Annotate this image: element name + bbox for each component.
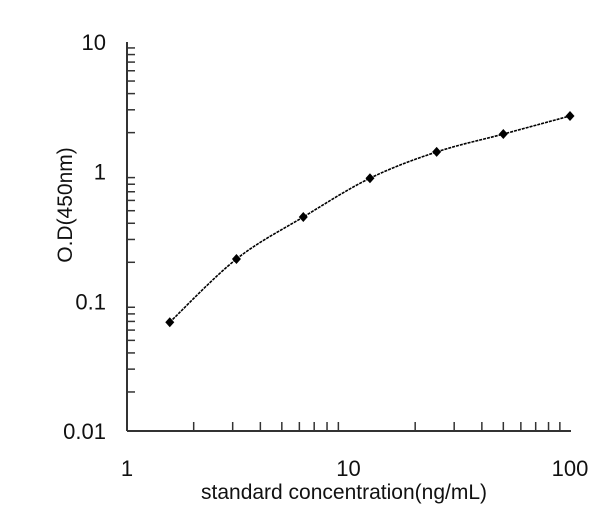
y-tick-label: 0.01 [63,419,106,444]
standard-curve-line [169,115,571,323]
x-tick-label: 100 [552,456,589,481]
data-point-markers [165,110,575,328]
data-point-diamond-icon [432,146,442,157]
y-axis-title: O.D(450nm) [54,147,77,263]
x-tick-label: 1 [121,456,133,481]
y-tick-label: 10 [82,30,106,55]
data-point-diamond-icon [165,317,175,328]
x-tick-label: 10 [336,456,360,481]
x-axis-tick-labels: 1 10 100 [121,456,588,481]
y-axis-tick-labels: 0.01 0.1 1 10 [63,30,106,444]
y-tick-label: 1 [94,160,106,185]
y-axis-ticks [127,47,135,393]
x-axis-ticks [192,422,561,431]
x-axis-title: standard concentration(ng/mL) [201,481,487,504]
data-point-diamond-icon [298,212,308,223]
data-point-diamond-icon [365,173,375,184]
y-tick-label: 0.1 [75,289,106,314]
data-point-diamond-icon [565,110,575,121]
data-point-diamond-icon [498,129,508,140]
data-point-diamond-icon [231,254,241,265]
